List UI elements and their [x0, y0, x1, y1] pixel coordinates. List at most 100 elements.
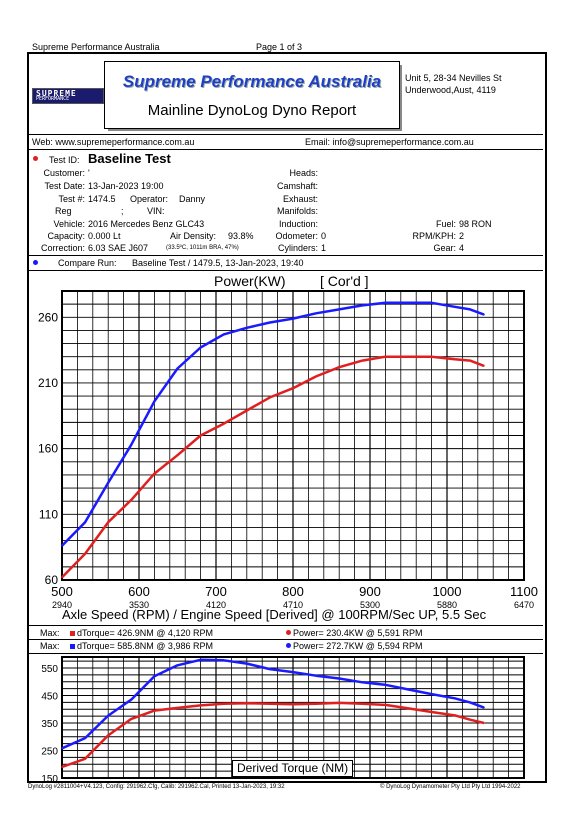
- y-tick-label: 150: [41, 774, 58, 785]
- data-point: [107, 714, 109, 717]
- data-point: [61, 545, 63, 547]
- x-tick-label: 1000: [433, 584, 462, 599]
- data-point: [246, 702, 248, 704]
- report-title: Mainline DynoLog Dyno Report: [147, 102, 357, 119]
- x-tick-label: 1100: [510, 584, 538, 599]
- series-line: [61, 301, 485, 547]
- x-tick-label: 900: [359, 584, 381, 599]
- data-point: [107, 521, 109, 523]
- reg-value: ;: [121, 206, 124, 216]
- x2-tick-label: 5300: [360, 600, 380, 610]
- data-point: [222, 702, 225, 705]
- data-point: [153, 400, 156, 403]
- cylinders-value: 1: [321, 243, 327, 253]
- y-tick-label: 350: [41, 719, 58, 730]
- data-point: [338, 366, 341, 368]
- divider-contact: [29, 149, 543, 150]
- data-point: [430, 711, 433, 713]
- correction-detail: (33.5ºC, 1011m BRA, 47%): [166, 245, 239, 251]
- data-point: [176, 664, 179, 667]
- data-point: [384, 302, 387, 304]
- x-tick-label: 700: [205, 584, 227, 599]
- heads-label: Heads:: [289, 168, 318, 178]
- x2-tick-label: 3530: [129, 600, 149, 610]
- data-point: [61, 576, 63, 579]
- test-date-label: Test Date:: [44, 181, 85, 191]
- data-point: [407, 707, 410, 710]
- data-point: [153, 675, 156, 678]
- data-point: [469, 359, 471, 362]
- data-point: [84, 757, 86, 760]
- data-point: [199, 658, 202, 661]
- data-point: [130, 443, 133, 446]
- data-point: [483, 706, 485, 709]
- data-point: [483, 313, 485, 316]
- data-point: [107, 481, 109, 484]
- data-point: [384, 704, 387, 706]
- capacity-label: Capacity:: [47, 231, 85, 241]
- x2-tick-label: 5880: [437, 600, 457, 610]
- exhaust-label: Exhaust:: [282, 194, 318, 204]
- x-tick-label: 500: [51, 584, 73, 599]
- footer-right: © DynoLog Dynamometer Pty Ltd Pty Ltd 19…: [380, 784, 521, 790]
- data-point: [453, 358, 456, 361]
- website-link[interactable]: Web: www.supremeperformance.com.au: [32, 137, 195, 147]
- data-point: [315, 702, 317, 705]
- compare-run-value: Baseline Test / 1479.5, 13-Jan-2023, 19:…: [132, 258, 304, 268]
- x2-tick-label: 4710: [283, 600, 303, 610]
- data-point: [222, 422, 225, 425]
- data-point: [176, 367, 179, 370]
- data-point: [292, 703, 294, 706]
- max-row2-torque: dTorque= 585.8NM @ 3,986 RPM: [77, 641, 213, 651]
- series-line: [61, 658, 485, 750]
- data-point: [453, 714, 456, 717]
- data-point: [361, 681, 364, 684]
- camshaft-label: Camshaft:: [276, 181, 318, 191]
- data-point: [407, 688, 410, 691]
- customer-label: Customer:: [43, 168, 85, 178]
- divider-top: [29, 134, 543, 135]
- data-point: [453, 305, 456, 308]
- data-point: [315, 375, 317, 378]
- data-point: [315, 312, 317, 315]
- air-density-value: 93.8%: [228, 231, 254, 241]
- data-point: [153, 709, 156, 712]
- data-point: [469, 701, 471, 704]
- power-chart: 60 110 160 210 260 500 600 700 800 900 1000 1100 294…: [38, 290, 538, 610]
- plot-border: [61, 290, 525, 581]
- data-point: [153, 472, 156, 475]
- correction-label: Correction:: [40, 243, 85, 253]
- max-row1-power: Power= 230.4KW @ 5,591 RPM: [293, 628, 423, 638]
- x-tick-label: 600: [128, 584, 150, 599]
- y-tick-label: 450: [41, 692, 58, 703]
- logo-text: SUPREME: [36, 89, 77, 98]
- divider-torque: [29, 653, 543, 654]
- data-point: [453, 697, 456, 700]
- max-row1-power-marker-icon: [286, 630, 291, 635]
- data-point: [246, 409, 248, 412]
- vehicle-value: 2016 Mercedes Benz GLC43: [88, 219, 205, 229]
- induction-label: Induction:: [278, 219, 318, 229]
- data-point: [84, 521, 86, 523]
- data-point: [469, 718, 471, 721]
- data-point: [199, 346, 202, 349]
- divider-max-mid: [29, 639, 543, 640]
- test-number-label: Test #:: [58, 194, 85, 204]
- data-point: [61, 747, 63, 750]
- y-tick-label: 260: [38, 310, 58, 324]
- email-link[interactable]: Email: info@supremeperformance.com.au: [305, 137, 474, 147]
- max-row2-torque-marker-icon: [70, 644, 75, 649]
- page-header-company: Supreme Performance Australia: [32, 42, 160, 52]
- test-id-label: Test ID:: [49, 155, 80, 165]
- data-point: [61, 766, 63, 768]
- compare-run-marker-icon: [33, 260, 38, 265]
- data-point: [269, 321, 271, 324]
- max-row1-torque-marker-icon: [70, 631, 75, 636]
- odometer-label: Odometer:: [275, 231, 318, 241]
- max-row2-power: Power= 272.7KW @ 5,594 RPM: [293, 641, 423, 651]
- cylinders-label: Cylinders:: [277, 243, 318, 253]
- data-point: [269, 668, 271, 670]
- data-point: [222, 333, 225, 336]
- address-line-2: Underwood,Aust, 4119: [405, 85, 496, 95]
